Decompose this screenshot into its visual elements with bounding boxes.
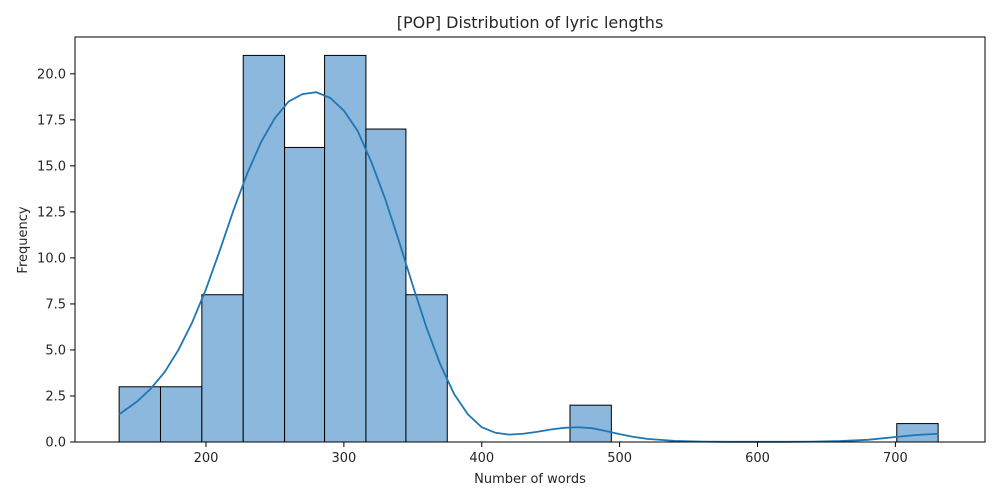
y-tick-label: 0.0	[45, 436, 66, 451]
histogram-bar	[569, 404, 612, 443]
y-tick-label: 17.5	[37, 113, 66, 128]
y-tick-label: 10.0	[37, 251, 66, 266]
y-tick-label: 15.0	[37, 159, 66, 174]
y-tick-label: 5.0	[45, 343, 66, 358]
histogram-bar	[118, 386, 161, 443]
x-axis-title: Number of words	[474, 472, 586, 487]
histogram-bar	[896, 423, 939, 443]
histogram-bar	[242, 54, 286, 443]
x-tick-label: 200	[194, 451, 219, 466]
histogram-bar	[284, 146, 326, 443]
plot-frame	[74, 36, 986, 443]
x-tick-label: 700	[883, 451, 908, 466]
y-tick-label: 20.0	[37, 67, 66, 82]
histogram-bar	[365, 128, 407, 443]
histogram-bar	[201, 294, 244, 443]
histogram-bar	[159, 386, 203, 443]
y-tick-label: 12.5	[37, 205, 66, 220]
x-tick-label: 300	[331, 451, 356, 466]
y-tick-label: 7.5	[45, 297, 66, 312]
x-tick-label: 600	[745, 451, 770, 466]
histogram-bar	[405, 294, 448, 443]
y-axis-ticks: 0.0 2.5 5.0 7.5 10.0 12.5 15.0 17.5 20.0	[37, 67, 75, 451]
x-tick-label: 400	[469, 451, 494, 466]
y-tick-label: 2.5	[45, 389, 66, 404]
x-axis-ticks: 200 300 400 500 600 700	[194, 442, 908, 466]
y-axis-title: Frequency	[16, 206, 31, 273]
bars-layer	[118, 54, 939, 443]
x-tick-label: 500	[607, 451, 632, 466]
chart-title: [POP] Distribution of lyric lengths	[397, 13, 664, 32]
histogram-bar	[324, 54, 367, 443]
